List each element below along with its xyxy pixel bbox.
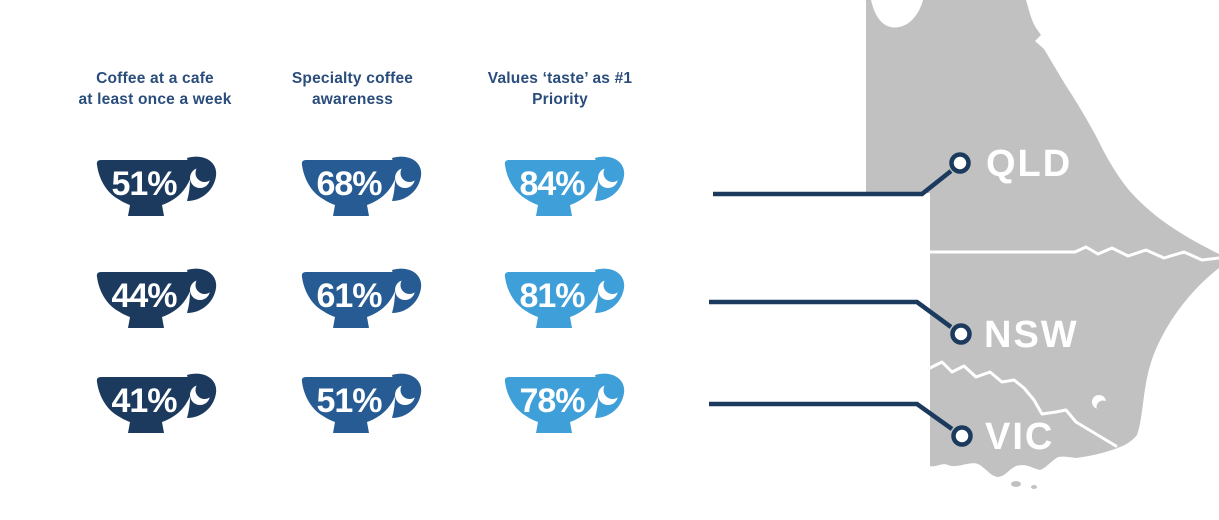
column-header-specialty-awareness: Specialty coffee awareness	[255, 68, 450, 110]
connector-line-qld	[713, 169, 953, 197]
map-islet	[1031, 485, 1037, 489]
cup-handle-hole-cut	[195, 276, 214, 294]
coffee-cup-icon: 81%	[504, 268, 625, 328]
coffee-cup-icon: 61%	[301, 268, 422, 328]
coffee-cup-icon: 51%	[301, 373, 422, 433]
coffee-cup-icon: 84%	[504, 156, 625, 216]
map-marker-qld	[949, 152, 971, 174]
coffee-cup-icon: 51%	[96, 156, 217, 216]
map-label-vic: VIC	[985, 416, 1054, 458]
header-line: Priority	[532, 91, 588, 108]
cup-body	[504, 272, 603, 328]
column-header-taste-priority: Values ‘taste’ as #1 Priority	[465, 68, 655, 110]
cup-body	[96, 160, 195, 216]
connector-line-nsw	[709, 299, 953, 329]
cup-body	[504, 377, 603, 433]
cup-value: 61%	[316, 277, 382, 315]
column-header-cafe-weekly: Coffee at a cafe at least once a week	[40, 68, 270, 110]
cup-handle-hole-cut	[195, 381, 214, 399]
cup-value: 68%	[316, 165, 382, 203]
map-islet	[1011, 481, 1021, 487]
cup-body	[96, 377, 195, 433]
cup-value: 44%	[111, 277, 177, 315]
cup-value: 81%	[519, 277, 585, 315]
header-line: awareness	[311, 91, 394, 108]
cup-value: 84%	[519, 165, 585, 203]
map-marker-vic	[951, 425, 973, 447]
header-line: Specialty coffee	[291, 70, 414, 87]
map-landmass	[866, 0, 1219, 477]
cup-body	[301, 272, 400, 328]
header-line: at least once a week	[78, 91, 232, 108]
map-label-qld: QLD	[986, 143, 1072, 185]
cup-handle-hole-cut	[400, 164, 419, 182]
coffee-cup-icon: 78%	[504, 373, 625, 433]
coffee-cup-icon: 41%	[96, 373, 217, 433]
state-border-nsw-vic	[928, 360, 1118, 448]
act-crescent-cut	[1096, 400, 1110, 414]
coffee-cup-icon: 68%	[301, 156, 422, 216]
cup-body	[504, 160, 603, 216]
cup-value: 78%	[519, 382, 585, 420]
coffee-cup-icon: 44%	[96, 268, 217, 328]
cup-value: 41%	[111, 382, 177, 420]
cup-handle-hole-cut	[603, 381, 622, 399]
header-line: Values ‘taste’ as #1	[487, 70, 633, 87]
cup-handle-hole-cut	[603, 164, 622, 182]
map-label-nsw: NSW	[984, 314, 1079, 356]
cup-handle-hole-cut	[195, 164, 214, 182]
cup-body	[301, 377, 400, 433]
cup-body	[96, 272, 195, 328]
state-border-qld-nsw	[928, 245, 1219, 262]
cup-handle-hole-cut	[400, 381, 419, 399]
connector-line-vic	[709, 401, 954, 431]
cup-value: 51%	[316, 382, 382, 420]
map-marker-nsw	[950, 323, 972, 345]
header-line: Coffee at a cafe	[96, 70, 214, 87]
cup-value: 51%	[111, 165, 177, 203]
cup-handle-hole-cut	[603, 276, 622, 294]
cup-handle-hole-cut	[400, 276, 419, 294]
cup-body	[301, 160, 400, 216]
